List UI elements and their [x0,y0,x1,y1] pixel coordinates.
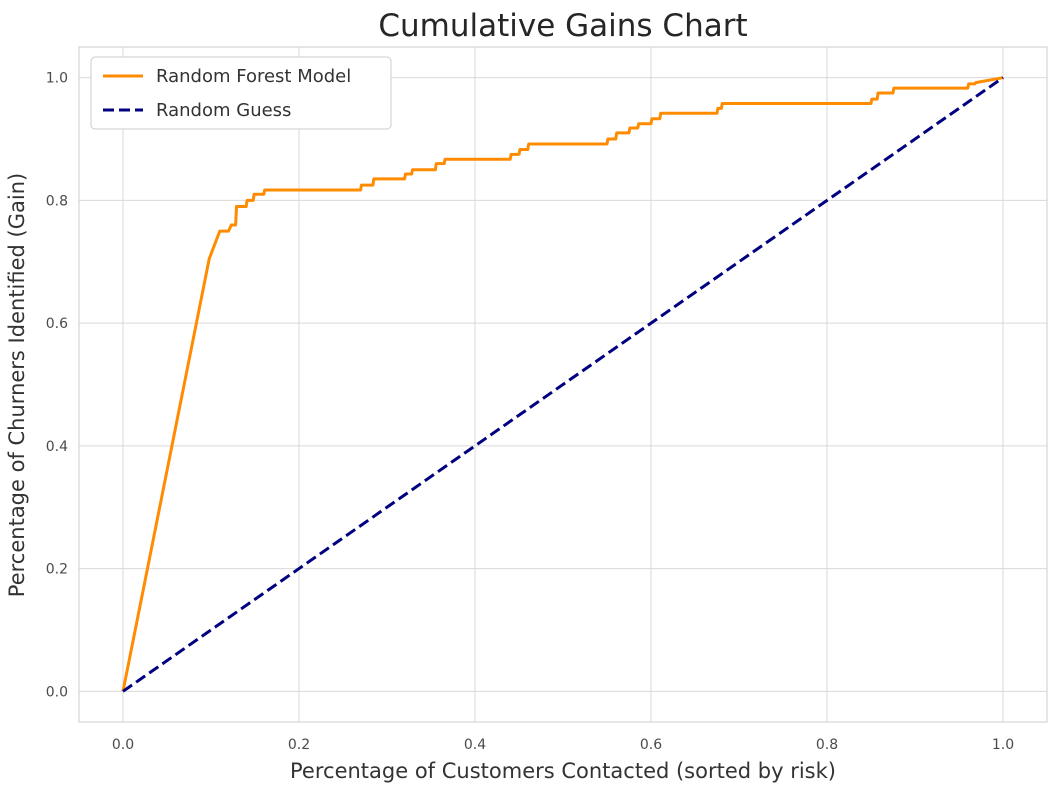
y-tick-label: 1.0 [46,71,68,87]
series-line-random-guess [122,76,1004,693]
y-tick-label: 0.6 [46,316,68,332]
x-tick-label: 1.0 [992,737,1014,753]
legend-label-random-forest: Random Forest Model [156,66,351,87]
x-tick-label: 0.2 [288,737,310,753]
x-tick-label: 0.0 [112,737,134,753]
series-line-random-forest-model [121,76,1004,692]
legend: Random Forest Model Random Guess [90,56,392,130]
series-layer [121,76,1004,693]
y-tick-label: 0.0 [46,684,68,700]
y-tick-label: 0.2 [46,562,68,578]
y-tick-label: 0.8 [46,193,68,209]
chart-title: Cumulative Gains Chart [378,8,747,44]
tick-labels: 0.0 0.2 0.4 0.6 0.8 1.0 0.0 0.2 0.4 0.6 0.8 1.0 [46,71,1014,753]
legend-label-random-guess: Random Guess [156,100,291,121]
x-axis-title: Percentage of Customers Contacted (sorte… [290,759,836,783]
x-tick-label: 0.4 [464,737,486,753]
legend-box [90,56,392,130]
y-axis-title: Percentage of Churners Identified (Gain) [5,173,29,597]
x-tick-label: 0.8 [816,737,838,753]
y-tick-label: 0.4 [46,439,68,455]
x-tick-label: 0.6 [640,737,662,753]
plot-frame [78,46,1048,723]
